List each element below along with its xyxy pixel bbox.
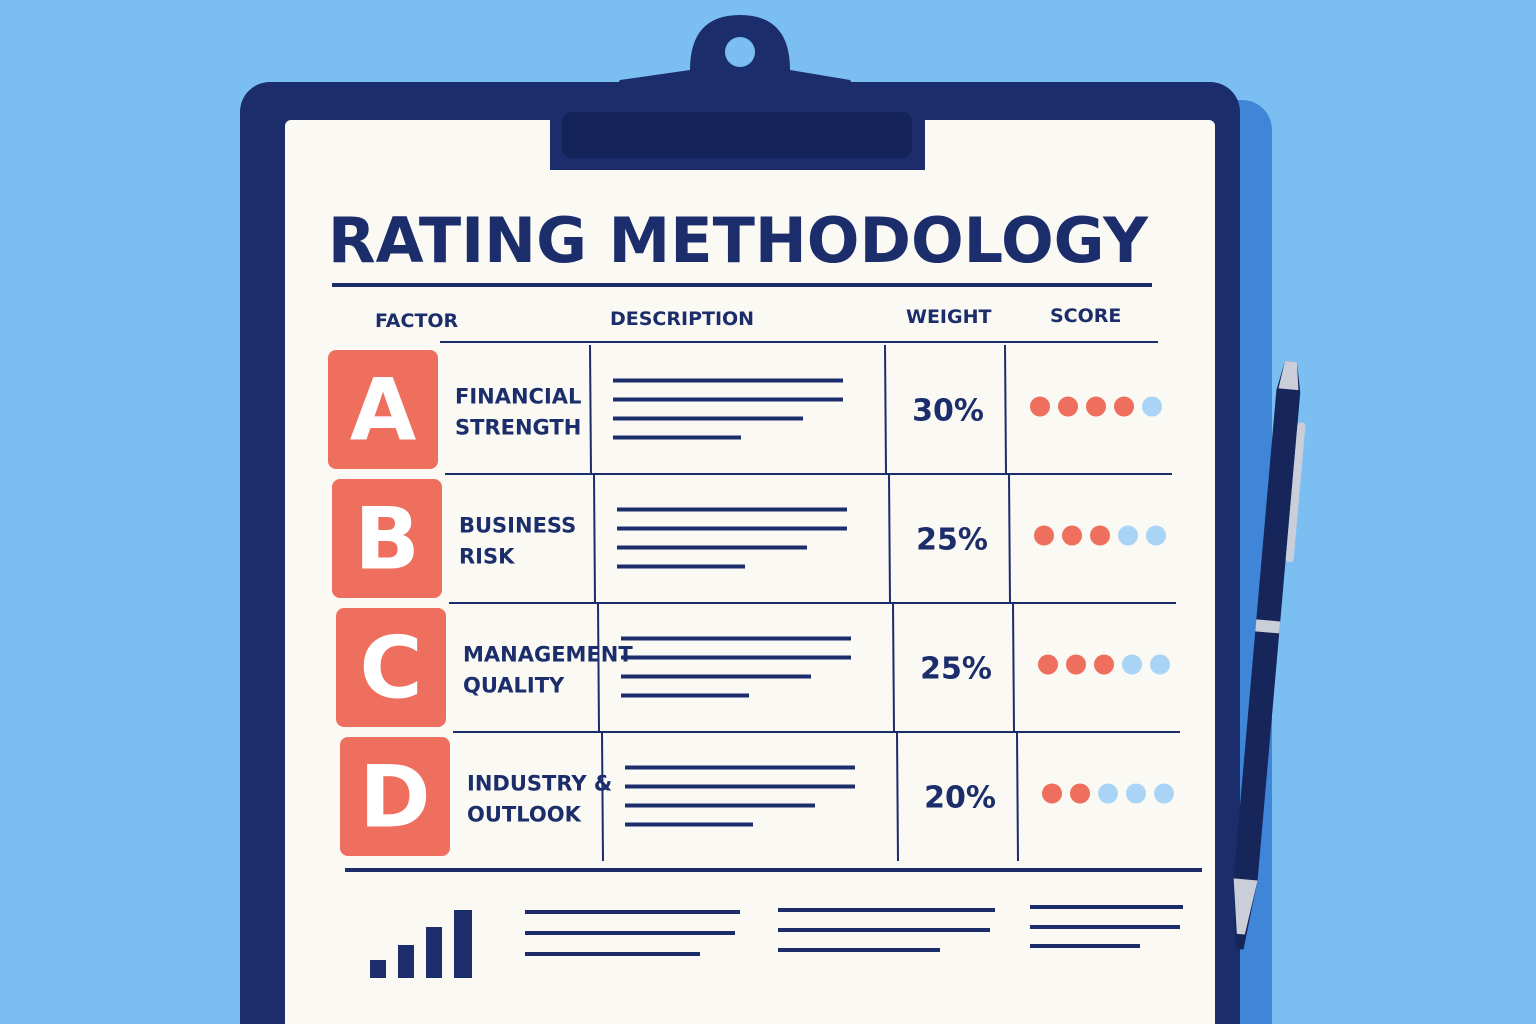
- title-rule: [332, 283, 1152, 287]
- weight: 25%: [920, 652, 992, 687]
- factor: OUTLOOK: [467, 803, 582, 827]
- chart-icon: [370, 910, 472, 978]
- title: RATING METHODOLOGY: [328, 204, 1149, 277]
- score-dot: [1062, 525, 1082, 546]
- score-dot: [1058, 396, 1078, 417]
- factor: RISK: [459, 545, 515, 569]
- letter-badge: [340, 737, 450, 856]
- column-rule: [888, 473, 891, 604]
- column-rule: [589, 344, 592, 475]
- column-rule: [1016, 731, 1019, 862]
- table: A FINANCIAL STRENGTH 30% B BUSINESS RISK 25% C MA…: [328, 344, 1180, 862]
- score-dot: [1034, 525, 1054, 546]
- score-dot: [1090, 525, 1110, 546]
- weight: 30%: [912, 394, 984, 429]
- column-rule: [597, 602, 600, 733]
- score-dot: [1030, 396, 1050, 417]
- footer-lines: [525, 905, 1183, 956]
- header-row: FACTOR DESCRIPTION WEIGHT SCORE: [375, 305, 1121, 332]
- clip-hole: [725, 37, 755, 67]
- letter-badge: [332, 479, 442, 598]
- score-dot: [1122, 654, 1142, 675]
- factor: FINANCIAL: [455, 385, 581, 409]
- score-dot: [1150, 654, 1170, 675]
- score-dot: [1154, 783, 1174, 804]
- factor: INDUSTRY &: [467, 772, 612, 796]
- column-rule: [1004, 344, 1007, 475]
- header: DESCRIPTION: [610, 308, 754, 330]
- score-dot: [1070, 783, 1090, 804]
- score-dot: [1042, 783, 1062, 804]
- score-dot: [1066, 654, 1086, 675]
- footer-rule: [345, 868, 1202, 872]
- factor: MANAGEMENT: [463, 643, 633, 667]
- letter: D: [359, 748, 430, 848]
- header: WEIGHT: [906, 306, 992, 328]
- column-rule: [1008, 473, 1011, 604]
- score-dot: [1098, 783, 1118, 804]
- clip-plate: [562, 112, 912, 158]
- paper: [285, 120, 1215, 1024]
- column-rule: [593, 473, 596, 604]
- letter: B: [354, 490, 420, 590]
- score-dot: [1038, 654, 1058, 675]
- score-dot: [1142, 396, 1162, 417]
- column-rule: [896, 731, 899, 862]
- weight: 20%: [924, 781, 996, 816]
- pen: [1233, 360, 1306, 950]
- column-rule: [892, 602, 895, 733]
- score-dot: [1126, 783, 1146, 804]
- header: FACTOR: [375, 310, 459, 332]
- factor: STRENGTH: [455, 416, 581, 440]
- header: SCORE: [1050, 305, 1121, 327]
- letter: C: [359, 619, 422, 719]
- letter-badge: [328, 350, 438, 469]
- score-dot: [1114, 396, 1134, 417]
- score-dot: [1086, 396, 1106, 417]
- weight: 25%: [916, 523, 988, 558]
- score-dot: [1118, 525, 1138, 546]
- column-rule: [884, 344, 887, 475]
- column-rule: [1012, 602, 1015, 733]
- letter: A: [350, 361, 417, 461]
- factor: BUSINESS: [459, 514, 576, 538]
- letter-badge: [336, 608, 446, 727]
- factor: QUALITY: [463, 674, 565, 698]
- column-rule: [601, 731, 604, 862]
- score-dot: [1146, 525, 1166, 546]
- score-dot: [1094, 654, 1114, 675]
